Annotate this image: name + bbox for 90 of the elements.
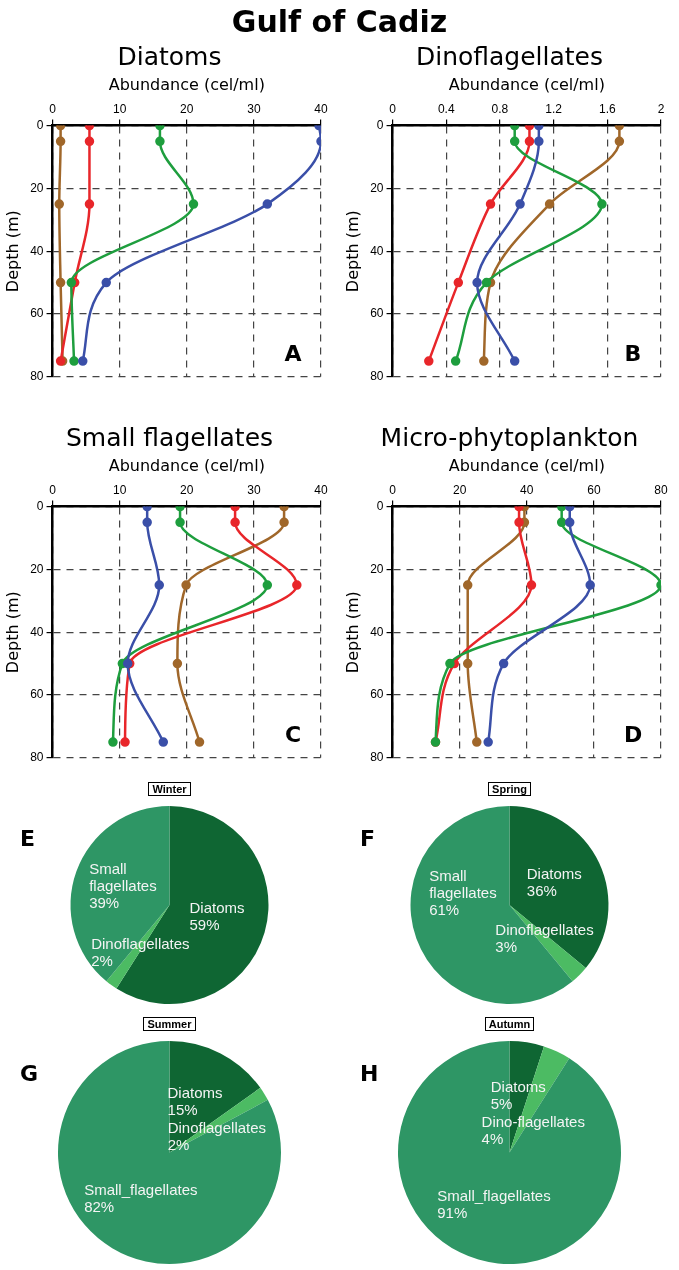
y-tick-label: 80: [30, 750, 44, 765]
data-label: 61%: [429, 900, 460, 918]
x-axis-title: Abundance (cel/ml): [448, 455, 605, 475]
x-tick-label: 1.6: [598, 101, 616, 116]
y-axis-title: Depth (m): [342, 210, 362, 293]
x-tick-label: 0: [389, 482, 397, 497]
text: E: [20, 825, 36, 851]
y-tick-label: 60: [370, 306, 384, 321]
chart-title: Micro-phytoplankton: [379, 423, 640, 454]
data-label: 2%: [167, 1135, 190, 1153]
x-axis-title: Abundance (cel/ml): [108, 74, 265, 94]
x-tick-label: 40: [314, 482, 328, 497]
slice-label: Dinoflagellates: [91, 934, 190, 952]
y-tick-label: 40: [30, 624, 44, 639]
y-axis-title: Depth (m): [2, 591, 22, 674]
x-tick-label: 20: [180, 482, 194, 497]
x-tick-label: 0: [49, 482, 57, 497]
chart-title: Diatoms: [116, 42, 223, 73]
x-tick-label: 2: [657, 101, 665, 116]
data-label: 91%: [437, 1203, 468, 1221]
y-tick-label: 0: [36, 498, 44, 513]
annotation: D: [623, 721, 643, 747]
chart-title: Small flagellates: [64, 423, 275, 454]
x-tick-label: 10: [112, 482, 127, 497]
x-tick-label: 40: [314, 101, 328, 116]
x-tick-label: 20: [180, 101, 194, 116]
data-label: 3%: [495, 937, 517, 955]
x-tick-label: 40: [520, 482, 534, 497]
y-tick-label: 20: [370, 180, 384, 195]
data-label: 59%: [189, 916, 220, 934]
y-tick-label: 20: [30, 180, 44, 195]
y-tick-label: 40: [30, 243, 44, 258]
y-tick-label: 40: [370, 243, 384, 258]
text: G: [20, 1060, 39, 1086]
x-tick-label: 0: [389, 101, 397, 116]
slice-label: Dinoflagellates: [495, 920, 594, 938]
chart-title: Autumn: [484, 1017, 535, 1031]
chart-title: Summer: [143, 1017, 196, 1031]
y-tick-label: 40: [370, 624, 384, 639]
slice-label: Dino-flagellates: [481, 1112, 585, 1130]
y-tick-label: 80: [370, 369, 384, 384]
y-tick-label: 60: [370, 687, 384, 702]
slice-label: Small flagellates: [89, 860, 157, 895]
y-tick-label: 0: [376, 117, 384, 132]
x-tick-label: 0: [49, 101, 57, 116]
slice-label: Diatoms: [189, 899, 245, 917]
x-tick-label: 30: [247, 482, 261, 497]
x-tick-label: 20: [452, 482, 467, 497]
data-label: 4%: [481, 1129, 504, 1147]
slice-label: Diatoms: [526, 864, 582, 882]
x-tick-label: 0.8: [491, 101, 509, 116]
annotation: B: [624, 340, 642, 366]
x-tick-label: 30: [247, 101, 261, 116]
text: H: [360, 1060, 379, 1086]
data-label: 36%: [526, 881, 557, 899]
y-axis-title: Depth (m): [342, 591, 362, 674]
slice-label: Small_flagellates: [437, 1186, 551, 1204]
y-tick-label: 80: [370, 750, 384, 765]
slice-label: Diatoms: [490, 1078, 546, 1096]
text: Gulf of Cadiz: [230, 3, 449, 39]
y-tick-label: 0: [376, 498, 384, 513]
slice-label: Diatoms: [167, 1083, 223, 1101]
chart-title: Spring: [488, 782, 531, 796]
y-tick-label: 20: [370, 561, 384, 576]
x-tick-label: 1.2: [545, 101, 563, 116]
text: F: [360, 825, 376, 851]
annotation: C: [284, 721, 302, 747]
x-tick-label: 0.4: [437, 101, 455, 116]
x-tick-label: 60: [587, 482, 601, 497]
y-tick-label: 60: [30, 306, 44, 321]
chart-title: Winter: [148, 782, 191, 796]
chart-title: Dinoflagellates: [414, 42, 605, 73]
x-tick-label: 10: [112, 101, 127, 116]
annotation: A: [284, 340, 302, 366]
y-tick-label: 20: [30, 561, 44, 576]
x-tick-label: 80: [654, 482, 668, 497]
y-tick-label: 0: [36, 117, 44, 132]
x-axis-title: Abundance (cel/ml): [108, 455, 265, 475]
data-label: 5%: [490, 1095, 513, 1113]
y-tick-label: 60: [30, 687, 44, 702]
data-label: 15%: [167, 1100, 198, 1118]
slice-label: Small flagellates: [429, 866, 497, 901]
data-label: 39%: [89, 894, 120, 912]
y-axis-title: Depth (m): [2, 210, 22, 293]
data-label: 82%: [84, 1197, 115, 1215]
data-label: 2%: [91, 951, 113, 969]
slice-label: Dinoflagellates: [167, 1118, 267, 1136]
y-tick-label: 80: [30, 369, 44, 384]
x-axis-title: Abundance (cel/ml): [448, 74, 605, 94]
slice-label: Small_flagellates: [84, 1180, 198, 1198]
